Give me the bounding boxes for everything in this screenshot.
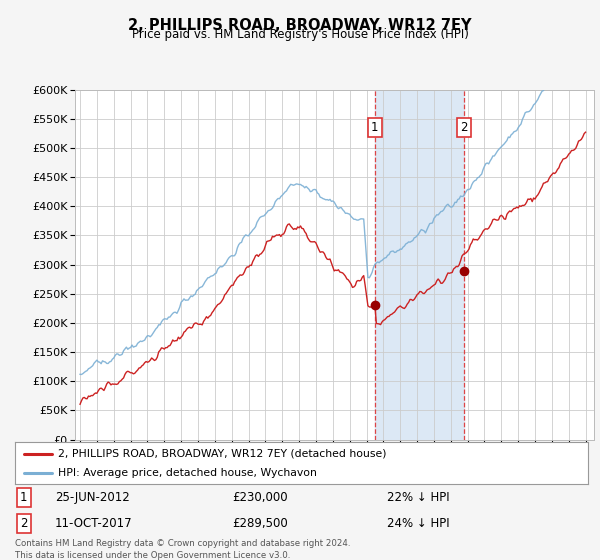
Text: £289,500: £289,500 — [233, 517, 289, 530]
Text: 2: 2 — [20, 517, 28, 530]
Text: 2: 2 — [460, 121, 467, 134]
Text: 11-OCT-2017: 11-OCT-2017 — [55, 517, 133, 530]
Text: Contains HM Land Registry data © Crown copyright and database right 2024.
This d: Contains HM Land Registry data © Crown c… — [15, 539, 350, 559]
Text: 1: 1 — [20, 491, 28, 504]
Text: Price paid vs. HM Land Registry's House Price Index (HPI): Price paid vs. HM Land Registry's House … — [131, 28, 469, 41]
Text: 25-JUN-2012: 25-JUN-2012 — [55, 491, 130, 504]
Text: 2, PHILLIPS ROAD, BROADWAY, WR12 7EY: 2, PHILLIPS ROAD, BROADWAY, WR12 7EY — [128, 18, 472, 33]
Text: 24% ↓ HPI: 24% ↓ HPI — [388, 517, 450, 530]
Text: 22% ↓ HPI: 22% ↓ HPI — [388, 491, 450, 504]
Text: £230,000: £230,000 — [233, 491, 289, 504]
Bar — [374, 90, 464, 440]
Text: 1: 1 — [371, 121, 379, 134]
Text: 2, PHILLIPS ROAD, BROADWAY, WR12 7EY (detached house): 2, PHILLIPS ROAD, BROADWAY, WR12 7EY (de… — [58, 449, 386, 459]
Text: HPI: Average price, detached house, Wychavon: HPI: Average price, detached house, Wych… — [58, 468, 317, 478]
